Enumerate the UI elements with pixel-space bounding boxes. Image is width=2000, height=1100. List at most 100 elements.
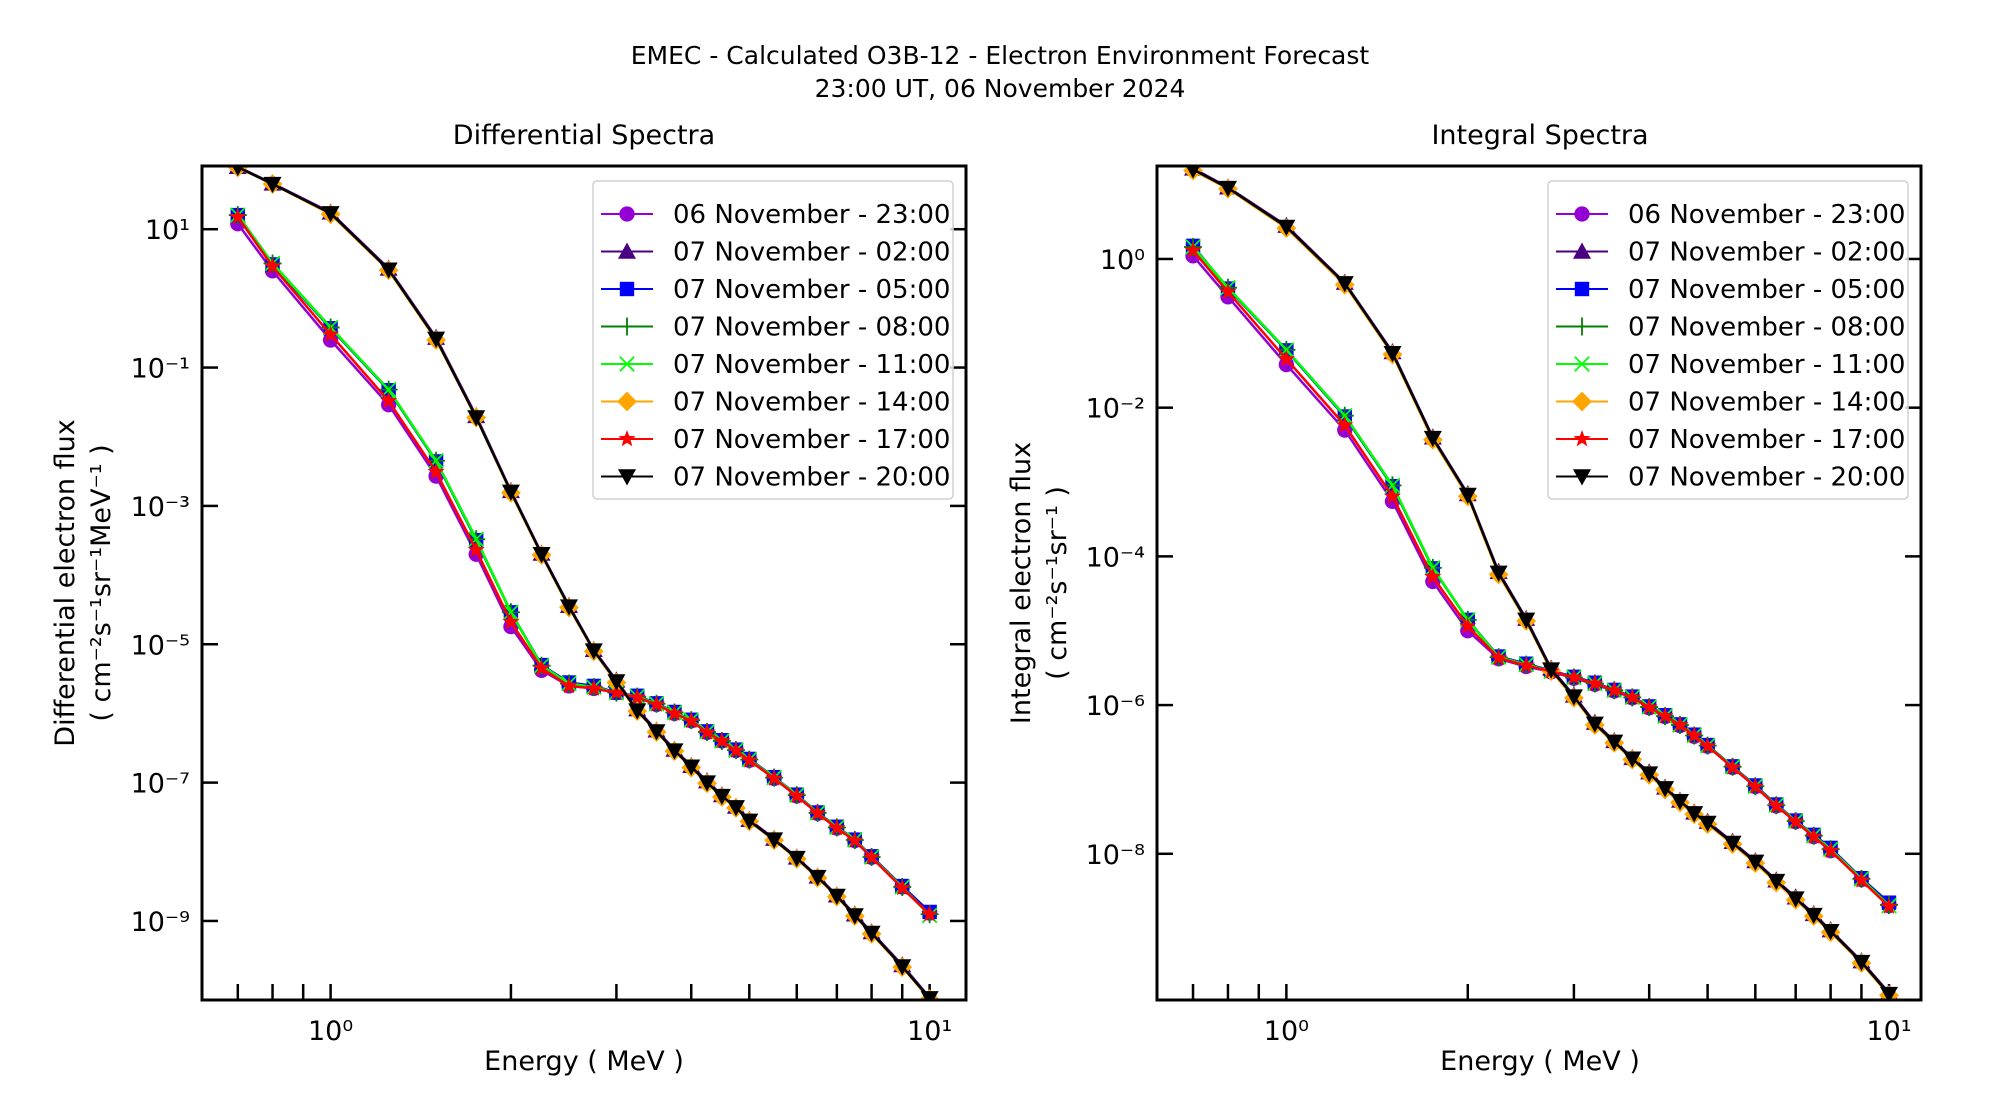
data-point	[1219, 283, 1237, 300]
data-point	[1585, 716, 1604, 733]
legend-marker-icon	[1574, 281, 1590, 297]
legend-label: 07 November - 17:00	[673, 425, 950, 455]
y-tick-label: 10⁻⁸	[1086, 840, 1145, 871]
legend-marker-icon	[619, 206, 635, 222]
data-point	[712, 788, 731, 806]
data-point	[232, 166, 244, 177]
data-point	[1685, 806, 1704, 823]
legend-item: 07 November - 17:00	[1556, 425, 1905, 455]
y-tick-label: 10⁻⁹	[131, 907, 190, 938]
legend-item: 07 November - 11:00	[1556, 350, 1905, 380]
legend-label: 07 November - 14:00	[1628, 388, 1905, 418]
data-point	[1685, 726, 1703, 743]
data-point	[665, 743, 684, 760]
data-point	[1565, 668, 1583, 685]
axes-frame	[1155, 164, 1923, 1002]
plot-area	[227, 166, 940, 1000]
data-point	[468, 531, 485, 548]
x-tick-label: 10⁰	[308, 1016, 353, 1047]
data-point	[1822, 841, 1840, 858]
data-point	[1821, 923, 1840, 941]
y-tick-label: 10⁻⁴	[1086, 542, 1145, 573]
panel-title: Differential Spectra	[453, 120, 715, 151]
data-point	[713, 732, 731, 749]
data-point	[1459, 617, 1477, 634]
y-tick-label: 10⁻¹	[131, 354, 190, 385]
y-tick-label: 10⁻³	[131, 492, 190, 523]
legend-label: 07 November - 02:00	[673, 238, 950, 268]
legend-box	[1547, 180, 1909, 500]
data-point	[584, 643, 603, 660]
data-point	[322, 325, 340, 342]
data-point	[920, 991, 939, 1000]
series-07-november-17-00	[1184, 241, 1898, 914]
data-point	[1852, 871, 1870, 888]
data-point	[1656, 707, 1674, 724]
x-tick-label: 10¹	[907, 1016, 952, 1047]
axes-frame	[200, 164, 968, 1002]
data-point	[1336, 416, 1354, 433]
y-tick-label: 10⁻²	[1086, 394, 1145, 425]
legend-marker-icon	[1572, 391, 1592, 412]
legend-label: 06 November - 23:00	[1628, 200, 1905, 230]
data-point	[1186, 166, 1200, 179]
data-point	[427, 462, 445, 480]
data-point	[682, 711, 700, 729]
legend-label: 07 November - 05:00	[673, 275, 950, 305]
data-point	[1542, 662, 1561, 679]
data-point	[1640, 698, 1658, 715]
data-point	[1489, 565, 1508, 582]
data-point	[628, 703, 647, 720]
legend-marker-icon	[618, 469, 636, 486]
legend-label: 07 November - 20:00	[673, 463, 950, 493]
figure-title-line1: EMEC - Calculated O3B-12 - Electron Envi…	[631, 41, 1370, 70]
axis-ticks: 10⁰ 10⁻² 10⁻⁴ 10⁻⁶ 10⁻⁸ 10⁰ 10¹	[1086, 245, 1921, 1047]
data-point	[427, 331, 446, 348]
x-tick-label: 10⁰	[1264, 1016, 1309, 1047]
data-point	[863, 848, 881, 865]
legend: 06 November - 23:00 07 November - 02:00 07…	[1547, 180, 1909, 500]
data-point	[665, 704, 683, 721]
data-point	[1671, 793, 1690, 811]
data-point	[1746, 777, 1764, 794]
legend-marker-icon	[1574, 206, 1590, 222]
data-point	[788, 787, 806, 804]
data-point	[533, 659, 551, 676]
data-point	[607, 674, 626, 691]
data-point	[380, 391, 398, 409]
data-point	[467, 410, 486, 427]
legend-marker-icon	[618, 430, 636, 447]
data-point	[765, 769, 783, 786]
y-axis-label-line1: Integral electron flux	[1006, 442, 1037, 724]
data-point	[1335, 276, 1354, 293]
legend-item: 07 November - 14:00	[601, 388, 950, 418]
legend-label: 07 November - 17:00	[1628, 425, 1905, 455]
data-point	[726, 800, 745, 817]
data-point	[828, 819, 846, 836]
legend-box	[592, 180, 954, 500]
data-point	[1623, 751, 1642, 768]
data-point	[503, 604, 519, 621]
legend-item: 07 November - 08:00	[1556, 313, 1905, 343]
legend: 06 November - 23:00 07 November - 02:00 07…	[592, 180, 954, 500]
data-point	[1746, 854, 1765, 871]
data-point	[322, 332, 339, 348]
legend-label: 07 November - 05:00	[1628, 275, 1905, 305]
y-axis-label-line1: Differential electron flux	[50, 419, 81, 746]
legend-item: 07 November - 20:00	[601, 463, 950, 493]
legend-item: 07 November - 05:00	[601, 275, 950, 305]
data-point	[845, 908, 864, 925]
legend-item: 07 November - 20:00	[1556, 463, 1905, 493]
legend-marker-icon	[1573, 430, 1591, 447]
legend-item: 06 November - 23:00	[1556, 200, 1905, 230]
data-point	[585, 679, 603, 696]
x-axis-label: Energy ( MeV )	[1440, 1046, 1640, 1077]
legend-label: 07 November - 20:00	[1628, 463, 1905, 493]
data-point	[1184, 241, 1202, 258]
data-point	[560, 676, 578, 694]
data-point	[1424, 560, 1441, 576]
y-tick-label: 10⁰	[1100, 245, 1145, 276]
data-point	[559, 599, 578, 616]
data-point	[1564, 689, 1583, 706]
data-point	[1723, 835, 1742, 852]
